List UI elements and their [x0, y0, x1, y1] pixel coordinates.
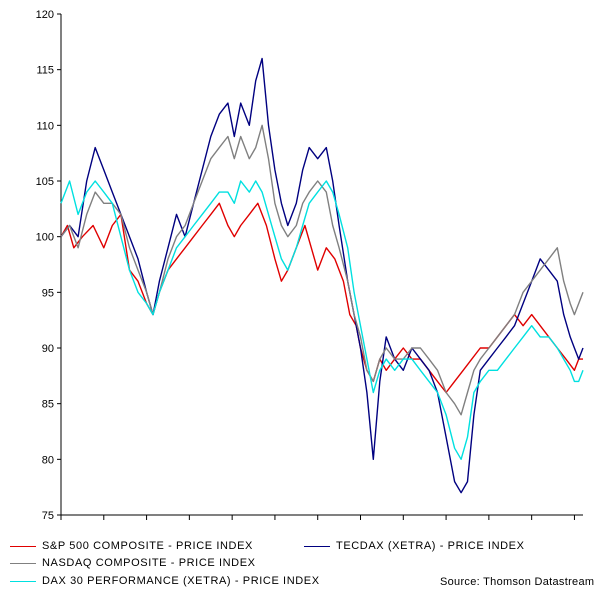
legend-label-sp500: S&P 500 COMPOSITE - PRICE INDEX	[42, 540, 253, 552]
y-tick-label: 105	[36, 176, 54, 188]
y-tick-label: 115	[36, 65, 54, 77]
series-line-3	[60, 180, 584, 460]
legend-swatch-dax	[10, 580, 36, 582]
legend-item-dax: DAX 30 PERFORMANCE (XETRA) - PRICE INDEX	[10, 575, 320, 587]
legend-swatch-sp500	[10, 545, 36, 547]
legend-label-nasdaq: NASDAQ COMPOSITE - PRICE INDEX	[42, 557, 256, 569]
y-tick-label: 120	[36, 9, 54, 21]
y-tick-label: 110	[36, 120, 54, 132]
y-tick-label: 95	[42, 287, 54, 299]
legend-item-tecdax: TECDAX (XETRA) - PRICE INDEX	[304, 540, 525, 552]
y-tick-label: 85	[42, 399, 54, 411]
y-tick-label: 100	[36, 232, 54, 244]
y-tick-label: 75	[42, 510, 54, 520]
chart: 7580859095100105110115120JJASONDJFMAMJ	[36, 9, 584, 520]
series-line-1	[60, 57, 584, 494]
axes: 7580859095100105110115120JJASONDJFMAMJ	[36, 9, 583, 520]
series-lines	[60, 57, 584, 494]
legend-label-dax: DAX 30 PERFORMANCE (XETRA) - PRICE INDEX	[42, 575, 320, 587]
legend-label-tecdax: TECDAX (XETRA) - PRICE INDEX	[336, 540, 525, 552]
legend-swatch-tecdax	[304, 545, 330, 547]
legend-item-sp500: S&P 500 COMPOSITE - PRICE INDEX	[10, 540, 253, 552]
legend-swatch-nasdaq	[10, 562, 36, 564]
y-tick-label: 80	[42, 454, 54, 466]
legend-item-nasdaq: NASDAQ COMPOSITE - PRICE INDEX	[10, 557, 256, 569]
source-note: Source: Thomson Datastream	[440, 576, 595, 588]
y-tick-label: 90	[42, 343, 54, 355]
